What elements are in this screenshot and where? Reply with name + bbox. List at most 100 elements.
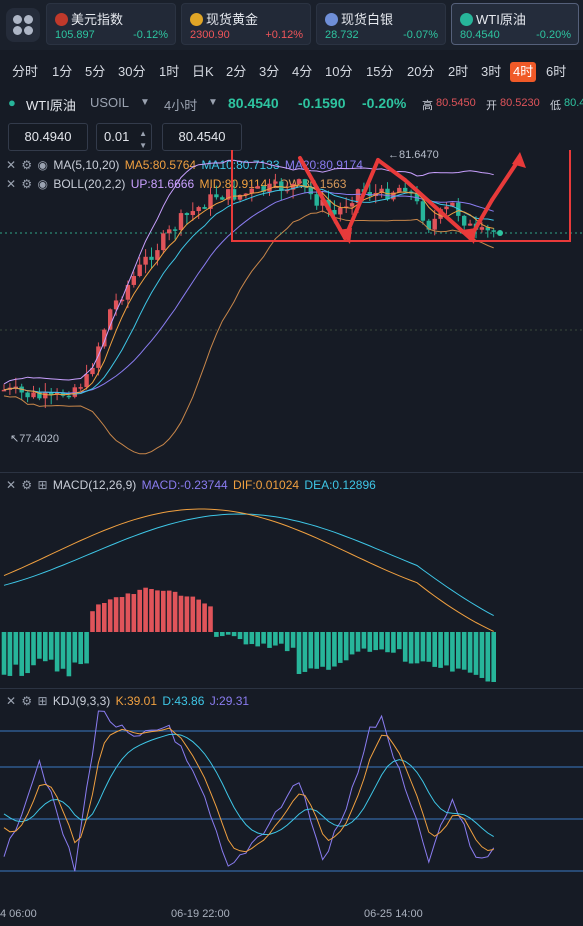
tab-period[interactable]: 5分 (85, 64, 106, 79)
tab-period[interactable]: 3时 (481, 64, 502, 79)
macd-histogram-bar (408, 632, 414, 664)
tab-period[interactable]: 1时 (159, 64, 180, 79)
tab-period[interactable]: 分时 (12, 64, 39, 79)
tab-period[interactable]: 6时 (546, 64, 567, 79)
candle-body (397, 187, 402, 193)
macd-histogram-bar (373, 632, 378, 651)
close-icon[interactable]: ✕ (6, 478, 17, 492)
chart-high-value: 81.6470 (399, 149, 439, 161)
price-change-percent: -0.20% (362, 95, 407, 111)
close-icon[interactable]: ✕ (6, 694, 17, 708)
tab-period[interactable]: 30分 (118, 64, 146, 79)
symbol-status-icon: ● (8, 95, 16, 110)
ticker-price: 105.897 (55, 29, 95, 41)
macd-histogram-bar (43, 632, 48, 662)
settings-icon[interactable]: ⚙ (21, 177, 33, 191)
macd-histogram-bar (190, 596, 196, 632)
macd-histogram-bar (208, 606, 213, 632)
symbol-dropdown-icon[interactable]: ▼ (140, 97, 150, 108)
macd-histogram-bar (96, 604, 101, 632)
macd-histogram-bar (456, 632, 461, 669)
ma5-line (3, 184, 494, 396)
settings-icon[interactable]: ⚙ (21, 158, 33, 172)
add-indicator-icon[interactable]: ⊞ (37, 694, 48, 708)
tab-period[interactable]: 3分 (259, 64, 280, 79)
macd-histogram-bar (438, 632, 443, 668)
eye-icon[interactable]: ◉ (37, 158, 48, 172)
candle-body (155, 250, 160, 260)
sell-price-field[interactable]: 80.4940 (8, 123, 88, 151)
candle-body (90, 367, 95, 375)
settings-icon[interactable]: ⚙ (21, 478, 33, 492)
annotation-arrow-head (462, 228, 476, 244)
macd-histogram-bar (467, 632, 473, 673)
tab-period[interactable]: 1分 (52, 64, 73, 79)
interval-select[interactable]: 4小时 (164, 98, 198, 113)
annotation-arrow-segment (490, 156, 522, 202)
ticker-price: 80.4540 (460, 29, 500, 41)
ticker-spot-gold[interactable]: 现货黄金 2300.90 +0.12% (181, 3, 311, 45)
close-icon[interactable]: ✕ (6, 177, 17, 191)
candle-body (172, 229, 178, 231)
macd-histogram-bar (196, 599, 201, 632)
tab-period[interactable]: 2时 (448, 64, 469, 79)
candle-body (426, 220, 431, 230)
settings-icon[interactable]: ⚙ (21, 694, 33, 708)
macd-histogram-bar (290, 632, 296, 648)
macd-histogram-bar (113, 597, 119, 632)
quantity-field[interactable]: 0.01 ▲ ▼ (96, 123, 152, 151)
tab-period-active[interactable]: 4时 (510, 62, 537, 82)
macd-histogram-bar (54, 632, 60, 672)
add-indicator-icon[interactable]: ⊞ (37, 478, 48, 492)
candle-body (462, 215, 467, 226)
kdj-chart[interactable] (0, 710, 583, 906)
candle-body (1, 389, 7, 392)
macd-histogram-bar (84, 632, 89, 664)
macd-chart[interactable] (0, 494, 583, 686)
ticker-wti-oil[interactable]: WTI原油 80.4540 -0.20% (451, 3, 579, 45)
candle-body (231, 189, 237, 200)
macd-histogram-bar (249, 632, 255, 645)
macd-histogram-bar (1, 632, 7, 675)
eye-icon[interactable]: ◉ (37, 177, 48, 191)
price-chart[interactable] (0, 150, 583, 472)
quantity-stepper-up-icon[interactable]: ▲ (139, 129, 147, 138)
candle-body (31, 392, 36, 398)
candle-body (226, 189, 231, 200)
period-tabs: 分时 1分 5分 30分 1时 日K 2分 3分 4分 10分 15分 20分 … (0, 58, 583, 86)
chart-high-annotation: ←81.6470 (388, 149, 439, 161)
quantity-stepper-down-icon[interactable]: ▼ (139, 141, 147, 150)
tab-period[interactable]: 2分 (226, 64, 247, 79)
us-flag-icon (55, 13, 68, 26)
candle-body (273, 181, 278, 184)
symbol-name[interactable]: WTI原油 (26, 98, 76, 113)
dea-value: DEA:0.12896 (304, 478, 376, 492)
ticker-usd-index[interactable]: 美元指数 105.897 -0.12% (46, 3, 176, 45)
j-value: J:29.31 (209, 694, 250, 708)
tab-period[interactable]: 日K (192, 64, 214, 79)
close-icon[interactable]: ✕ (6, 158, 17, 172)
macd-histogram-bar (284, 632, 290, 652)
macd-histogram-bar (90, 611, 95, 632)
candle-body (467, 223, 473, 226)
macd-histogram-bar (273, 632, 278, 646)
candle-body (267, 183, 272, 192)
oil-icon (460, 13, 473, 26)
tab-period[interactable]: 20分 (407, 64, 435, 79)
symbol-code[interactable]: USOIL (90, 95, 130, 110)
interval-dropdown-icon[interactable]: ▼ (208, 97, 218, 108)
macd-histogram-bar (184, 596, 190, 632)
ticker-change: -0.12% (133, 29, 168, 41)
annotation-arrow-segment (343, 158, 380, 240)
candle-body (255, 186, 260, 189)
low-label: 低 (550, 100, 561, 112)
d-line (3, 733, 494, 838)
macd-value: MACD:-0.23744 (141, 478, 228, 492)
app-menu-icon[interactable] (6, 8, 40, 42)
tab-period[interactable]: 15分 (366, 64, 394, 79)
high-label: 高 (422, 100, 433, 112)
tab-period[interactable]: 10分 (325, 64, 353, 79)
ticker-spot-silver[interactable]: 现货白银 28.732 -0.07% (316, 3, 446, 45)
buy-price-field[interactable]: 80.4540 (162, 123, 242, 151)
tab-period[interactable]: 4分 (292, 64, 313, 79)
